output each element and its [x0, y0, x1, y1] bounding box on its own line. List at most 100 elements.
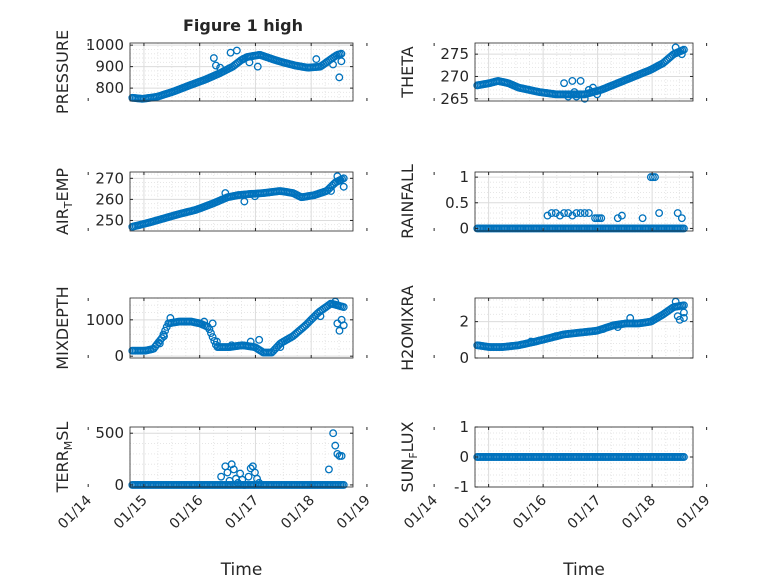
data-point: [160, 332, 168, 341]
y-tick-label: 260: [95, 190, 124, 208]
data-point: [155, 339, 164, 348]
axes-box: [129, 171, 354, 232]
data-point: [245, 58, 254, 67]
data-point: [246, 464, 255, 473]
y-axis-label: RAINFALL: [398, 164, 417, 239]
data-point: [339, 182, 348, 191]
data-point: [551, 209, 560, 217]
y-tick-label: 1: [459, 418, 469, 436]
data-point: [584, 209, 593, 217]
y-axis-label: AIRTEMP: [53, 168, 75, 235]
data-point: [200, 317, 209, 326]
x-axis-label: Time: [562, 560, 605, 580]
data-point: [161, 326, 170, 335]
y-tick-label: 265: [440, 90, 469, 108]
data-point: [205, 325, 214, 334]
data-point: [232, 46, 241, 55]
data-point: [250, 192, 259, 201]
data-point: [555, 211, 564, 220]
y-tick-label: 0: [114, 476, 124, 494]
data-point: [673, 209, 682, 217]
x-tick-label: 01/18: [619, 493, 659, 533]
data-point: [333, 449, 342, 458]
y-axis-label: MIXDEPTH: [53, 286, 72, 369]
data-point: [576, 209, 585, 217]
y-tick-label: 1000: [86, 36, 124, 54]
y-tick-label: -1: [454, 478, 469, 496]
subplot-pressure: 800 900 1000 PRESSURE: [53, 30, 368, 114]
data-point: [276, 343, 285, 352]
y-axis-label-subscript: F: [407, 452, 420, 458]
data-point: [255, 478, 264, 487]
y-axis-label: TERRMSL: [53, 422, 75, 494]
subplot-mixdepth: 0 1000 MIXDEPTH: [53, 286, 368, 370]
x-tick-label: 01/19: [674, 493, 714, 533]
data-point: [560, 209, 569, 217]
data-point: [246, 337, 255, 346]
subplot-sunflux: -1 0 1 01/14 01/15 01/16 01/17 01/18 01/19 SUNFLU…: [398, 418, 713, 580]
y-tick-label: 0: [114, 347, 124, 365]
data-point: [221, 189, 230, 198]
data-point: [217, 472, 226, 481]
y-axis-label-tail: EMP: [53, 168, 72, 202]
y-axis-label-subscript: T: [62, 201, 75, 209]
x-tick-label: 01/18: [278, 493, 318, 533]
y-tick-label: 1000: [86, 311, 124, 329]
data-point: [227, 341, 236, 350]
data-point: [312, 55, 321, 64]
data-point: [564, 209, 573, 217]
y-axis-label: PRESSURE: [53, 30, 72, 114]
subplot-terrmsl: 0 500 01/14 01/15 01/16 01/17 01/18 01/19 TERRMS…: [53, 422, 374, 580]
y-tick-label: 250: [95, 211, 124, 229]
data-point: [208, 333, 217, 341]
data-point: [339, 303, 348, 312]
y-tick-label: 2: [459, 313, 469, 331]
data-point: [613, 214, 622, 223]
subplot-rainfall: 0 0.5 1 RAINFALL: [398, 164, 708, 239]
x-tick-label: 01/19: [334, 493, 374, 533]
data-point: [327, 187, 335, 195]
data-point: [337, 452, 346, 460]
y-axis-label: H2OMIXRA: [398, 285, 417, 371]
y-tick-label: 270: [95, 169, 124, 187]
data-point: [166, 314, 175, 322]
data-point: [211, 61, 220, 70]
x-tick-label: 01/17: [565, 493, 605, 533]
data-point: [675, 315, 684, 324]
y-tick-label: 0.5: [445, 194, 469, 212]
y-tick-label: 0: [459, 448, 469, 466]
data-point: [584, 85, 593, 94]
y-tick-label: 500: [95, 424, 124, 442]
data-point: [239, 55, 248, 64]
data-point: [253, 62, 262, 71]
data-point: [324, 465, 333, 474]
data-point: [599, 324, 608, 333]
data-point: [671, 43, 680, 52]
data-point: [331, 441, 340, 450]
data-point: [543, 211, 552, 220]
data-point: [597, 214, 606, 223]
x-tick-label: 01/14: [55, 492, 95, 532]
data-point: [209, 54, 218, 62]
plot-area: [475, 172, 693, 231]
data-point: [527, 337, 535, 346]
axes-box: [129, 297, 354, 359]
axes-box: [474, 297, 694, 359]
data-point: [238, 341, 247, 350]
y-axis-label: THETA: [398, 46, 417, 98]
data-point: [655, 209, 664, 217]
data-point: [580, 94, 589, 103]
data-point: [335, 73, 344, 82]
y-axis-label-tail: SL: [53, 422, 72, 441]
data-point: [560, 79, 569, 88]
data-point: [337, 57, 346, 66]
data-point: [316, 312, 325, 321]
axes-box: [474, 42, 694, 102]
y-axis-label: SUNFLUX: [398, 421, 420, 492]
data-point: [329, 60, 337, 69]
data-point: [677, 214, 686, 223]
data-point: [679, 301, 688, 310]
x-tick-label: 01/17: [222, 493, 262, 533]
data-point: [651, 173, 659, 182]
subplot-h2omixra: 0 2 H2OMIXRA: [398, 285, 708, 371]
